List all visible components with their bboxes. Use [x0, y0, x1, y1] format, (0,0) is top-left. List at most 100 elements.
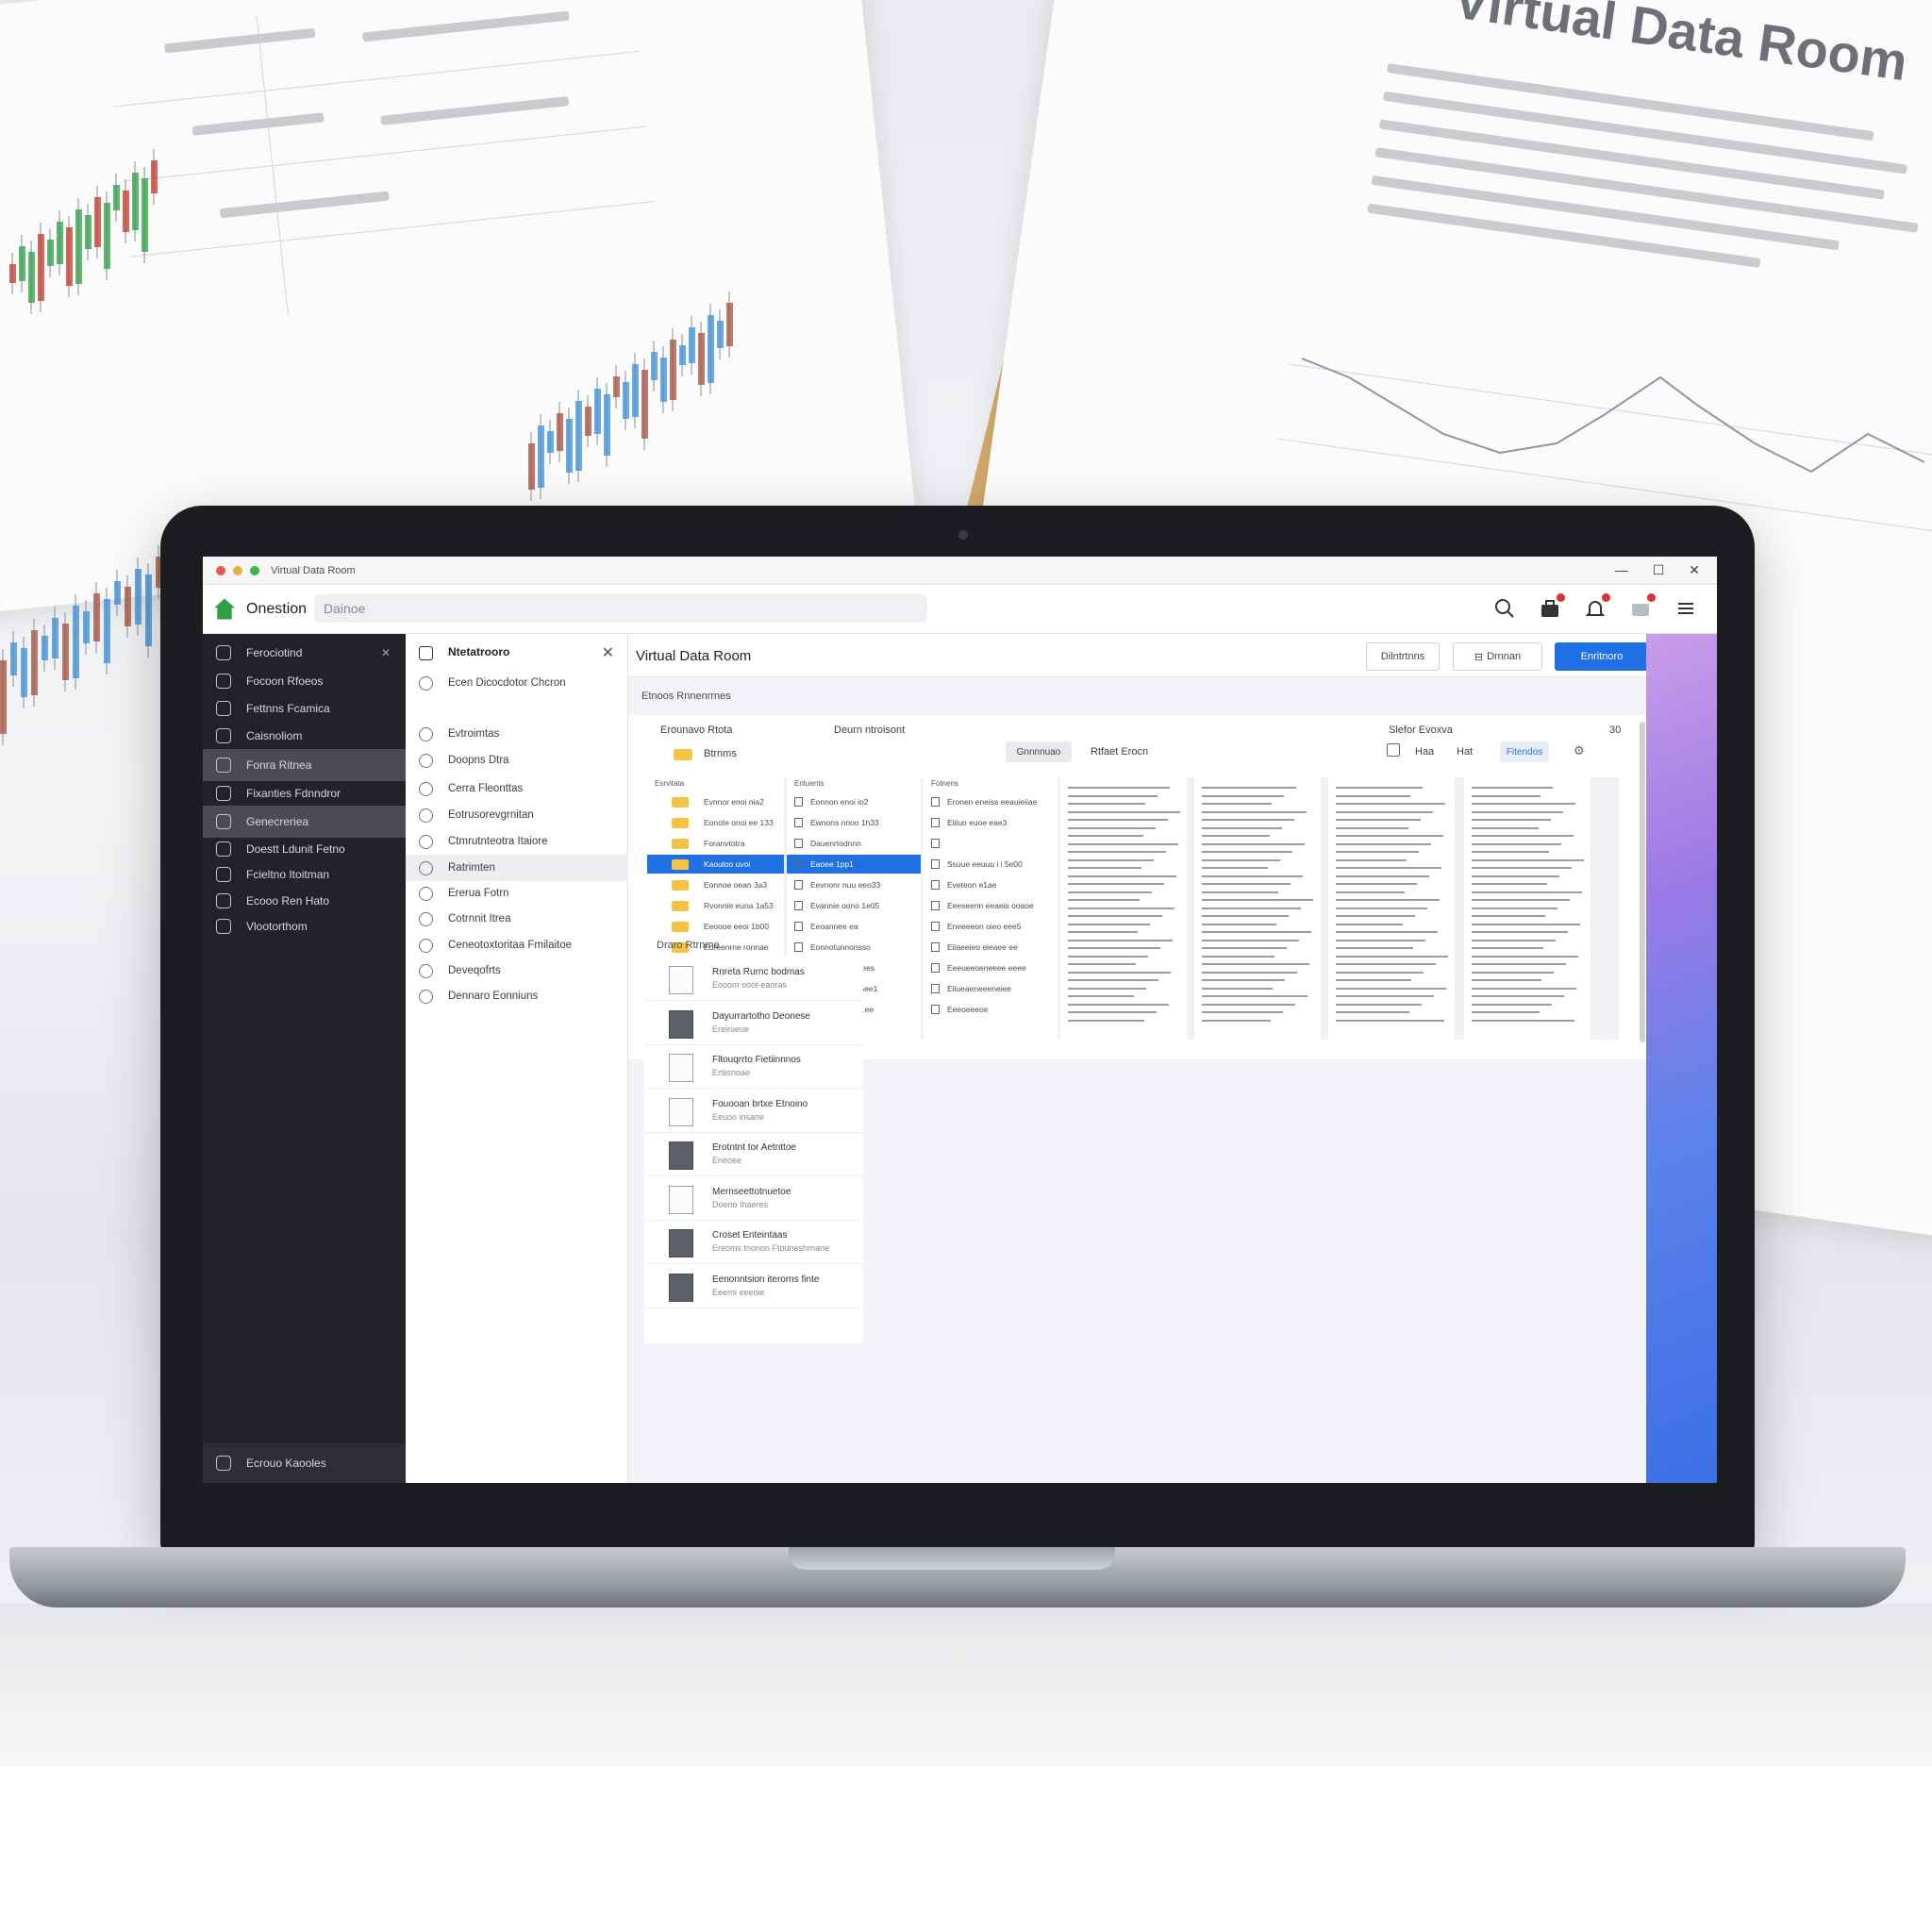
file-row[interactable]: Eonote onoi ee 133: [647, 813, 784, 832]
file-row[interactable]: Kaouloo uvoi: [647, 855, 784, 874]
text-line: [1068, 826, 1156, 829]
file-row[interactable]: Eiiiuo euoe eae3: [924, 813, 1058, 832]
close-dot[interactable]: [216, 565, 225, 575]
candle: [585, 407, 591, 436]
primary-button[interactable]: Enritnoro: [1555, 642, 1649, 671]
filter-chip[interactable]: Fitendos: [1500, 741, 1549, 762]
scrollbar[interactable]: [1640, 722, 1645, 1042]
panel-item[interactable]: Ratrimten: [406, 855, 628, 881]
recent-file[interactable]: Dayurrartotho Deonese Ereirueue: [644, 1001, 863, 1045]
file-row[interactable]: Eeeoeeeoe: [924, 1000, 1058, 1019]
file-row[interactable]: Eoreenrne ronnae: [647, 938, 784, 957]
tabletop: [0, 1604, 1932, 1766]
panel-item[interactable]: Ecen Dicocdotor Chcron: [406, 670, 628, 696]
panel-item[interactable]: Ererua Fotrn: [406, 880, 628, 907]
file-row[interactable]: Eonnoe oean 3a3: [647, 875, 784, 894]
close-icon[interactable]: ✕: [601, 645, 614, 661]
home-icon[interactable]: [214, 598, 235, 620]
bell-icon[interactable]: [1583, 593, 1610, 621]
sidebar-item[interactable]: Fonra Ritnea: [203, 749, 406, 781]
panel-item[interactable]: Dennaro Eonniuns: [406, 983, 628, 1009]
export-button[interactable]: ⊟ Drnnan: [1453, 642, 1542, 671]
sidebar-item[interactable]: Vlootorthom: [203, 910, 406, 942]
file-row[interactable]: Eeeueeoeneeee eeee: [924, 958, 1058, 977]
maximize-icon[interactable]: ☐: [1652, 562, 1665, 577]
file-row[interactable]: Eeoannee ea: [787, 917, 921, 936]
file-row[interactable]: Eevnonr nuu eeo33: [787, 875, 921, 894]
sidebar-item[interactable]: Caisnoliom: [203, 720, 406, 752]
text-line: [1202, 963, 1309, 965]
file-row[interactable]: Ewnons nnoo 1h33: [787, 813, 921, 832]
recent-file[interactable]: Rnreta Rurnc bodmas Eooom ooot-eaoras: [644, 957, 863, 1001]
file-row[interactable]: Eiiueaeneeeneiee: [924, 979, 1058, 998]
path-label: Deurn ntroisont: [834, 724, 906, 736]
panel-item[interactable]: Ceneotoxtoritaa Fmilaitoe: [406, 932, 628, 958]
file-row[interactable]: Dauenrtodnnn: [787, 834, 921, 853]
panel-item[interactable]: Cerra Fleonttas: [406, 775, 628, 802]
breadcrumb[interactable]: Erounavo Rtota: [660, 724, 733, 736]
file-row[interactable]: Eveteon e1ae: [924, 875, 1058, 894]
sidebar-item[interactable]: Genecreriea: [203, 806, 406, 838]
text-line: [1202, 1019, 1271, 1022]
zoom-dot[interactable]: [250, 565, 259, 575]
minimize-icon[interactable]: —: [1614, 562, 1628, 577]
folder-label[interactable]: Btrnms: [704, 748, 737, 759]
settings-icon[interactable]: ⚙: [1574, 743, 1585, 758]
sidebar-item[interactable]: Fcieltno Itoitman: [203, 858, 406, 891]
file-row[interactable]: Eeeseenn eeaeis ooaoe: [924, 896, 1058, 915]
sidebar-item[interactable]: Fettnns Fcamica: [203, 692, 406, 724]
file-row[interactable]: Rvonnie euna 1a53: [647, 896, 784, 915]
panel-item[interactable]: Eotrusorevgrnitan: [406, 802, 628, 828]
file-row[interactable]: Eneeeeon oieo eee5: [924, 917, 1058, 936]
panel-item[interactable]: Evtroimtas: [406, 721, 628, 747]
secondary-button[interactable]: Dilntrtnns: [1366, 642, 1440, 671]
file-row[interactable]: Eonnotunnonsso: [787, 938, 921, 957]
close-icon[interactable]: ✕: [1689, 562, 1700, 577]
recent-file[interactable]: Fltouqrrto Fietiinnnos Ertiisnoae: [644, 1044, 863, 1089]
sidebar-item[interactable]: Ferociotind ✕: [203, 637, 406, 669]
file-name: Evannie oono 1e05: [810, 901, 880, 910]
recent-file[interactable]: Erotntnt tor Aetnttoe Eneoee: [644, 1132, 863, 1176]
minimize-dot[interactable]: [233, 565, 242, 575]
sort-label[interactable]: Rtfaet Erocn: [1091, 746, 1149, 758]
text-line: [1336, 803, 1445, 805]
tab-title[interactable]: Virtual Data Room: [271, 564, 356, 576]
file-row[interactable]: [924, 834, 1058, 853]
filter-chip[interactable]: Gnnnnuao: [1006, 741, 1072, 762]
file-row[interactable]: Ssuue eeuuu i i 5e00: [924, 855, 1058, 874]
file-row[interactable]: Eiiaeeieo eieaee ee: [924, 938, 1058, 957]
view-option[interactable]: Hat: [1457, 746, 1474, 758]
view-option[interactable]: Haa: [1415, 746, 1435, 758]
file-row[interactable]: Eronen eneiss eeauieiiae: [924, 792, 1058, 811]
candle: [94, 197, 101, 247]
file-row[interactable]: Eaoee 1pp1: [787, 855, 921, 874]
recent-file[interactable]: Fouooan brtxe Etnoino Eeuoo insane: [644, 1089, 863, 1133]
file-row[interactable]: Foranvtotra: [647, 834, 784, 853]
menu-icon[interactable]: [1674, 596, 1698, 621]
file-row[interactable]: Evannie oono 1e05: [787, 896, 921, 915]
recent-file[interactable]: Croset Enteintaas Ereoms tnonon Ftouneshr…: [644, 1220, 863, 1264]
recent-file[interactable]: Mernseettotnuetoe Doeno Ihaeres: [644, 1176, 863, 1221]
file-row[interactable]: Evnnor enoi nia2: [647, 792, 784, 811]
search-input[interactable]: Dainoe: [314, 594, 927, 623]
sidebar-item[interactable]: Doestt Ldunit Fetno: [203, 833, 406, 865]
panel-item[interactable]: Deveqofrts: [406, 958, 628, 984]
view-toggle-icon[interactable]: [1387, 743, 1400, 757]
candle: [42, 636, 48, 660]
sidebar-item[interactable]: Ecooo Ren Hato: [203, 885, 406, 917]
file-row[interactable]: Eeoooe eeoi 1b00: [647, 917, 784, 936]
sidebar-item[interactable]: Fixanties Fdnndror: [203, 777, 406, 809]
inbox-icon[interactable]: [1628, 593, 1656, 621]
panel-item[interactable]: Doopns Dtra: [406, 747, 628, 774]
briefcase-icon[interactable]: [1538, 593, 1565, 621]
text-line: [1472, 963, 1566, 965]
file-row[interactable]: Eonnon enoi io2: [787, 792, 921, 811]
sidebar-footer[interactable]: Ecrouo Kaooles: [203, 1443, 406, 1483]
recent-file[interactable]: Eenonntsion iterorns finte Eeerni eeeoie: [644, 1264, 863, 1308]
pin-icon[interactable]: ✕: [380, 646, 391, 659]
panel-item[interactable]: Cotrnnit Itrea: [406, 906, 628, 932]
search-icon[interactable]: [1492, 596, 1517, 621]
panel-item[interactable]: Ctmrutnteotra Itaiore: [406, 828, 628, 855]
sidebar-item[interactable]: Focoon Rfoeos: [203, 665, 406, 697]
main-toolbar: Virtual Data Room Dilntrtnns ⊟ Drnnan En…: [628, 634, 1717, 677]
